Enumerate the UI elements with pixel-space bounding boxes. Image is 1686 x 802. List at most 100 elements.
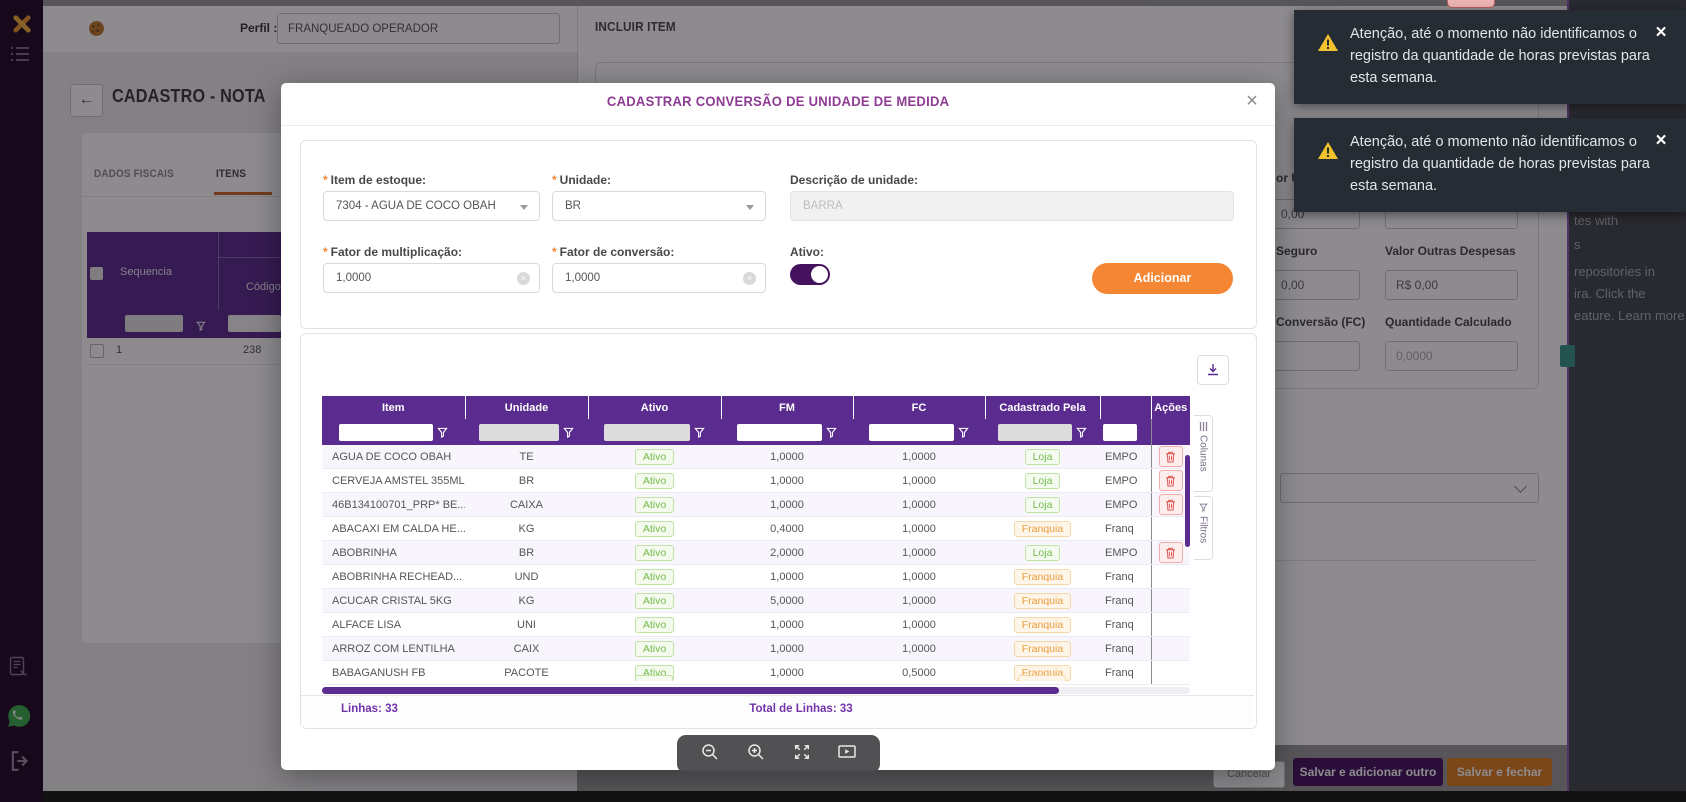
filter-input-unidade [479,423,559,441]
adicionar-button[interactable]: Adicionar [1092,263,1233,294]
origin-badge: Franquia [1013,592,1072,609]
zoom-out-icon[interactable] [700,742,720,767]
total-linhas-count: Total de Linhas: 33 [749,703,853,715]
col-item[interactable]: Item [322,396,466,419]
bg-filter-input[interactable] [125,315,183,332]
bottom-strip [43,791,1686,802]
modal-close-icon[interactable]: × [1246,90,1258,112]
tab-dados-fiscais[interactable]: DADOS FISCAIS [94,168,174,180]
back-button[interactable]: ← [70,84,103,117]
delete-button[interactable] [1158,494,1183,515]
funnel-icon[interactable] [694,427,705,438]
funnel-icon[interactable] [196,318,206,336]
filter-input-item[interactable] [339,423,433,441]
table-row[interactable]: CERVEJA AMSTEL 355ML BR Ativo 1,0000 1,0… [322,468,1190,493]
table-footer [301,695,1254,727]
fator-conversao-input[interactable]: 1,0000 × [552,263,766,293]
page-title: CADASTRO - NOTA [112,86,266,106]
filter-input-clipped[interactable] [1103,423,1137,441]
bg-input-outras-despesas[interactable]: R$ 0,00 [1385,270,1518,300]
delete-button[interactable] [1158,470,1183,491]
funnel-icon[interactable] [1076,427,1087,438]
brand-logo-icon[interactable] [8,10,36,43]
bg-table-header [87,232,281,310]
bg-row-checkbox[interactable] [90,344,104,358]
table-row[interactable]: ABACAXI EM CALDA HE... KG Ativo 0,4000 1… [322,516,1190,541]
close-icon[interactable]: × [1655,22,1667,43]
clear-icon[interactable]: × [517,272,530,285]
col-cadastrado-pela[interactable]: Cadastrado Pela [985,396,1101,419]
delete-button[interactable] [1158,446,1183,467]
table-row[interactable]: ARROZ COM LENTILHA CAIX Ativo 1,0000 1,0… [322,636,1190,661]
trash-icon [1166,547,1176,559]
filter-input-fm[interactable] [736,423,823,441]
status-badge: Ativo [634,448,675,465]
filtros-tab[interactable]: Filtros [1194,496,1213,560]
cancel-button[interactable]: Cancelar [1213,761,1285,788]
table-row[interactable]: ACUCAR CRISTAL 5KG KG Ativo 5,0000 1,000… [322,588,1190,613]
col-clipped[interactable] [1100,396,1152,419]
clear-icon[interactable]: × [743,272,756,285]
funnel-icon [1198,503,1208,512]
tab-itens[interactable]: ITENS [216,168,247,180]
table-row[interactable]: ABOBRINHA BR Ativo 2,0000 1,0000 Loja EM… [322,540,1190,565]
item-estoque-select[interactable]: 7304 - AGUA DE COCO OBAH [323,191,540,221]
present-icon[interactable] [837,743,857,766]
table-row[interactable]: 46B134100701_PRP* BE... CAIXA Ativo 1,00… [322,492,1190,517]
origin-badge: Loja [1024,496,1061,513]
conversion-form-card [300,140,1257,329]
col-ativo[interactable]: Ativo [588,396,722,419]
fator-multiplicacao-input[interactable]: 1,0000 × [323,263,540,293]
fullscreen-icon[interactable] [793,743,811,766]
save-and-close-button[interactable]: Salvar e fechar [1447,758,1552,786]
bg-label-seguro: Seguro [1276,244,1318,258]
active-tab-underline [214,192,272,195]
table-row[interactable]: AGUA DE COCO OBAH TE Ativo 1,0000 1,0000… [322,445,1190,469]
funnel-icon[interactable] [826,427,838,438]
ativo-toggle[interactable] [790,264,830,285]
filter-input-ativo [603,423,691,441]
filter-input-fc[interactable] [868,423,955,441]
status-badge: Ativo [634,544,675,561]
item-estoque-label: * Item de estoque: [323,173,427,187]
record-button-fragment [1447,0,1495,8]
caret-down-icon [520,205,528,210]
status-badge: Ativo [634,496,675,513]
partial-row-badge [635,675,673,681]
document-phone-icon[interactable] [9,656,28,684]
conversion-modal: CADASTRAR CONVERSÃO DE UNIDADE DE MEDIDA… [281,83,1275,770]
logout-icon[interactable] [9,750,31,777]
funnel-icon[interactable] [436,427,448,438]
bg-dropdown[interactable] [1280,473,1539,503]
delete-button[interactable] [1158,542,1183,563]
funnel-icon[interactable] [958,427,970,438]
zoom-in-icon[interactable] [746,742,766,767]
unidade-select[interactable]: BR [552,191,766,221]
side-panel-button-fragment [1560,345,1575,367]
vertical-scrollbar[interactable] [1185,455,1190,547]
download-button[interactable] [1197,355,1229,385]
col-unidade[interactable]: Unidade [465,396,589,419]
save-and-add-button[interactable]: Salvar e adicionar outro [1293,758,1443,786]
warning-icon [1317,33,1339,57]
colunas-tab[interactable]: Colunas [1194,415,1213,492]
menu-icon[interactable] [10,46,30,67]
funnel-icon[interactable] [563,427,574,438]
status-badge: Ativo [634,640,675,657]
whatsapp-icon[interactable] [6,703,32,734]
partial-row-badge [1018,675,1066,681]
bg-table-row[interactable] [87,338,281,365]
filter-input-cadastrado [997,423,1073,441]
col-fm[interactable]: FM [721,396,854,419]
table-row[interactable]: ABOBRINHA RECHEAD... UND Ativo 1,0000 1,… [322,564,1190,589]
horizontal-scrollbar[interactable] [322,687,1059,694]
status-badge: Ativo [634,616,675,633]
col-fc[interactable]: FC [853,396,986,419]
table-row[interactable]: ALFACE LISA UNI Ativo 1,0000 1,0000 Fran… [322,612,1190,637]
close-icon[interactable]: × [1655,130,1667,151]
perfil-select[interactable]: FRANQUEADO OPERADOR [277,13,560,44]
conversion-table: Item Unidade Ativo FM FC Cadastrado Pela… [322,396,1190,685]
bg-table-select-all-checkbox[interactable] [90,267,103,280]
bg-filter-input[interactable] [228,315,281,332]
bg-input-quantidade-calculado[interactable]: 0,0000 [1385,341,1518,371]
